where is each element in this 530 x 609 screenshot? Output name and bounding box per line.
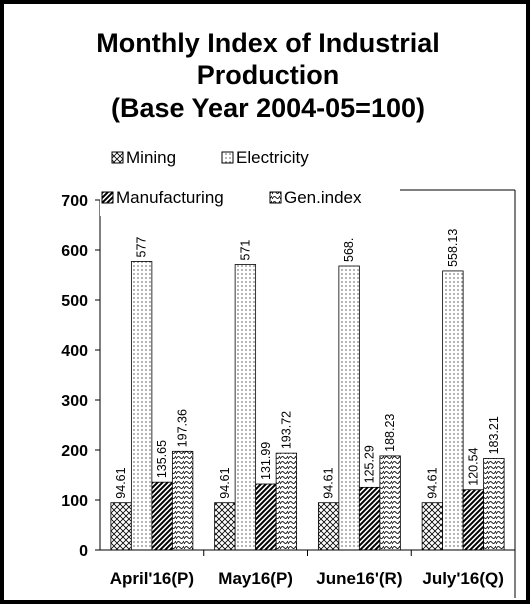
legend-swatch — [221, 151, 234, 164]
value-label: 94.61 — [218, 467, 232, 498]
value-label: 568. — [342, 238, 356, 262]
legend-swatch — [101, 191, 114, 204]
y-tick-label: 300 — [61, 393, 88, 410]
x-tick-label: July'16(Q) — [422, 569, 504, 588]
value-label: 197.36 — [176, 409, 190, 447]
chart-title: Production — [197, 60, 340, 90]
bar — [214, 502, 236, 551]
bar — [171, 450, 194, 551]
value-label: 183.21 — [487, 416, 501, 454]
y-tick-label: 100 — [61, 493, 88, 510]
bar — [462, 489, 485, 551]
bar — [234, 264, 257, 551]
y-tick-label: 200 — [61, 443, 88, 460]
bar — [275, 452, 298, 551]
value-label: 94.61 — [114, 467, 128, 498]
value-label: 131.99 — [259, 442, 273, 480]
y-tick-label: 400 — [61, 343, 88, 360]
legend-box — [100, 190, 400, 216]
value-label: 135.65 — [155, 440, 169, 478]
value-label: 125.29 — [363, 445, 377, 483]
legend-label: Electricity — [236, 148, 309, 167]
chart-title: Monthly Index of Industrial — [96, 28, 440, 58]
legend-label: Mining — [126, 148, 176, 167]
x-tick-label: April'16(P) — [110, 569, 194, 588]
bar — [483, 457, 505, 551]
y-tick-label: 700 — [61, 193, 88, 210]
legend-label: Gen.index — [284, 188, 362, 207]
x-tick-label: May16(P) — [218, 569, 293, 588]
value-label: 94.61 — [425, 467, 439, 498]
value-label: 120.54 — [466, 447, 480, 485]
legend-swatch — [111, 151, 124, 164]
value-label: 94.61 — [322, 467, 336, 498]
value-label: 188.23 — [383, 414, 397, 452]
bar — [255, 483, 277, 551]
chart-title: (Base Year 2004-05=100) — [111, 93, 425, 123]
bar — [338, 265, 360, 551]
value-label: 558.13 — [446, 229, 460, 267]
bar — [421, 502, 444, 551]
value-label: 193.72 — [279, 411, 293, 449]
bar — [151, 481, 173, 551]
bar — [317, 502, 340, 551]
legend-swatch — [269, 191, 282, 204]
y-tick-label: 0 — [79, 543, 88, 560]
bar — [358, 486, 381, 551]
value-label: 577 — [135, 237, 149, 258]
legend-label: Manufacturing — [116, 188, 224, 207]
bar — [130, 261, 153, 551]
bar — [442, 270, 464, 551]
y-tick-label: 600 — [61, 243, 88, 260]
bar — [110, 502, 132, 551]
y-tick-label: 500 — [61, 293, 88, 310]
x-tick-label: June16'(R) — [316, 569, 402, 588]
value-label: 571 — [238, 240, 252, 261]
bar — [379, 455, 401, 551]
